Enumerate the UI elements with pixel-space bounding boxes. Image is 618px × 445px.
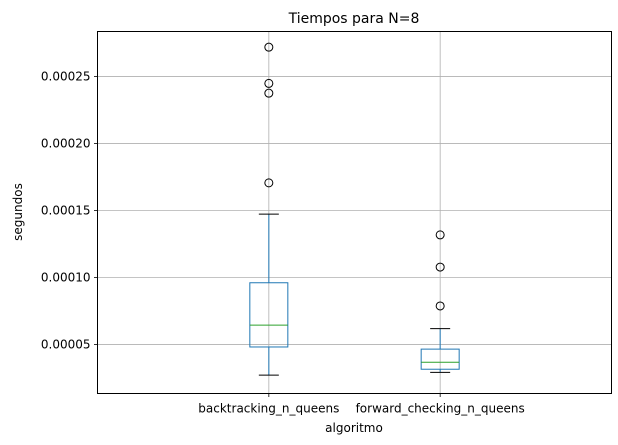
y-tick-label: 0.00005 (41, 338, 91, 352)
outlier-point (264, 178, 274, 188)
box-iqr (420, 348, 460, 370)
y-tick-label: 0.00020 (41, 136, 91, 150)
x-tick-label: forward_checking_n_queens (356, 402, 525, 416)
box-group (420, 230, 460, 373)
grid-layer (97, 31, 612, 394)
outlier-point (435, 262, 445, 272)
plot-layer (249, 42, 460, 376)
x-axis-label: algoritmo (325, 421, 383, 435)
x-axis: backtracking_n_queens forward_checking_n_… (198, 393, 525, 416)
chart-title: Tiempos para N=8 (288, 11, 420, 27)
y-tick-label: 0.00010 (41, 271, 91, 285)
y-axis: 0.00005 0.00010 0.00015 0.00020 0.00025 (41, 69, 98, 352)
y-tick-label: 0.00015 (41, 203, 91, 217)
outlier-point (435, 230, 445, 240)
box-group (249, 42, 289, 376)
y-tick-label: 0.00025 (41, 69, 91, 83)
box-iqr (249, 282, 289, 348)
axes-frame (97, 31, 612, 394)
outlier-point (264, 78, 274, 88)
y-axis-label: segundos (11, 183, 25, 241)
x-tick-label: backtracking_n_queens (198, 402, 339, 416)
outlier-point (264, 88, 274, 98)
outlier-point (264, 42, 274, 52)
outlier-point (435, 301, 445, 311)
